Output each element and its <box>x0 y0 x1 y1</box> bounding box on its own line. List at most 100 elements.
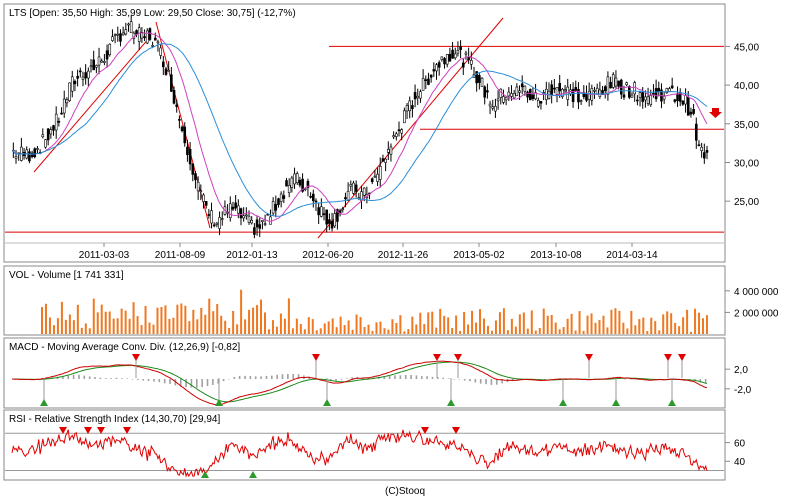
volume-bar <box>192 309 195 334</box>
macd-histogram-bar <box>137 379 139 381</box>
volume-bar <box>578 311 581 334</box>
macd-histogram-bar <box>694 379 696 381</box>
macd-histogram-bar <box>158 379 161 383</box>
volume-bar <box>267 329 270 334</box>
candle-body <box>95 65 98 68</box>
candle-body <box>692 109 695 114</box>
candle-body <box>231 206 235 210</box>
candle-body <box>30 152 34 158</box>
volume-bar <box>594 322 597 334</box>
candle-body <box>593 89 596 92</box>
volume-bar <box>351 329 354 334</box>
candle-body <box>403 110 406 124</box>
macd-histogram-bar <box>399 375 402 379</box>
candle-body <box>143 36 146 39</box>
candle-body <box>378 166 382 180</box>
candle-body <box>654 88 658 100</box>
volume-bar <box>291 328 294 334</box>
candle-body <box>303 188 307 190</box>
candle-body <box>290 177 294 188</box>
candle-body <box>445 54 449 65</box>
volume-bar <box>72 320 75 334</box>
macd-histogram-bar <box>265 376 268 379</box>
candle-body <box>563 89 567 92</box>
candle-body <box>41 134 45 138</box>
volume-bar <box>311 319 314 334</box>
candle-body <box>488 103 492 107</box>
volume-bar <box>188 321 191 334</box>
macd-histogram-bar <box>83 375 86 379</box>
price-x-tick-label: 2011-08-09 <box>155 250 206 261</box>
candle-body <box>510 93 513 97</box>
macd-histogram-bar <box>629 379 632 380</box>
volume-bar <box>228 327 231 334</box>
candle-body <box>306 180 310 188</box>
candle-body <box>670 85 674 89</box>
rsi-panel-title: RSI - Relative Strength Index (14,30,70)… <box>9 414 220 425</box>
candle-body <box>606 76 610 95</box>
candle-body <box>49 129 53 135</box>
volume-bar <box>522 312 525 334</box>
candle-body <box>57 120 61 123</box>
buy-signal-icon <box>201 471 209 478</box>
volume-bar <box>483 318 486 334</box>
volume-bar <box>415 324 418 334</box>
macd-histogram-bar <box>699 379 702 383</box>
volume-bar <box>168 318 171 334</box>
volume-panel: VOL - Volume [1 741 331] 4 000 000 2 000 … <box>3 265 779 336</box>
volume-bar <box>494 320 497 334</box>
candle-body <box>502 96 505 103</box>
candle-body <box>277 198 280 205</box>
volume-bar <box>706 315 708 334</box>
macd-histogram-bar <box>190 379 193 388</box>
candle-body <box>478 75 481 83</box>
volume-bar <box>299 324 302 334</box>
candle-body <box>172 90 176 104</box>
candle-body <box>636 99 639 102</box>
uptrend-line <box>33 36 151 173</box>
candle-body <box>116 33 120 36</box>
candle-body <box>33 148 37 158</box>
volume-bar <box>435 327 438 334</box>
candle-body <box>220 218 224 220</box>
macd-histogram-bar <box>463 379 466 381</box>
volume-bar <box>48 317 51 334</box>
volume-bar <box>327 321 330 334</box>
candle-body <box>186 146 189 155</box>
price-panel-title: LTS [Open: 35,50 High: 35,99 Low: 29,50 … <box>9 8 296 19</box>
volume-bar <box>674 322 677 334</box>
candle-body <box>381 158 385 162</box>
candle-body <box>641 92 645 102</box>
candle-body <box>700 146 703 151</box>
candle-body <box>611 74 615 88</box>
candle-body <box>218 217 221 229</box>
candle-body <box>234 202 237 209</box>
candle-body <box>210 210 213 224</box>
volume-bars <box>41 289 708 334</box>
macd-histogram-bar <box>704 379 707 384</box>
candle-body <box>603 86 607 92</box>
candle-body <box>638 92 642 99</box>
candle-body <box>178 119 181 121</box>
volume-bar <box>367 324 370 334</box>
volume-bar <box>275 326 278 334</box>
candle-body <box>258 224 262 229</box>
candle-body <box>255 219 259 228</box>
candle-body <box>421 77 425 91</box>
macd-histogram-bar <box>367 377 370 379</box>
sell-signal-icon <box>59 427 67 434</box>
volume-bar <box>283 318 286 334</box>
volume-bar <box>339 316 342 334</box>
rsi-y-tick-label: 40 <box>734 457 746 468</box>
price-x-tick-label: 2014-03-14 <box>606 250 658 261</box>
volume-bar <box>642 317 645 334</box>
macd-histogram-bar <box>281 374 284 379</box>
volume-bar <box>140 325 143 334</box>
sell-signal-icon <box>421 427 429 434</box>
buy-signal-icon <box>249 471 257 478</box>
candle-body <box>464 52 468 55</box>
volume-bar <box>287 298 290 334</box>
candle-body <box>121 32 125 36</box>
macd-panel-title: MACD - Moving Average Conv. Div. (12,26,… <box>9 342 240 353</box>
candle-body <box>496 98 500 102</box>
